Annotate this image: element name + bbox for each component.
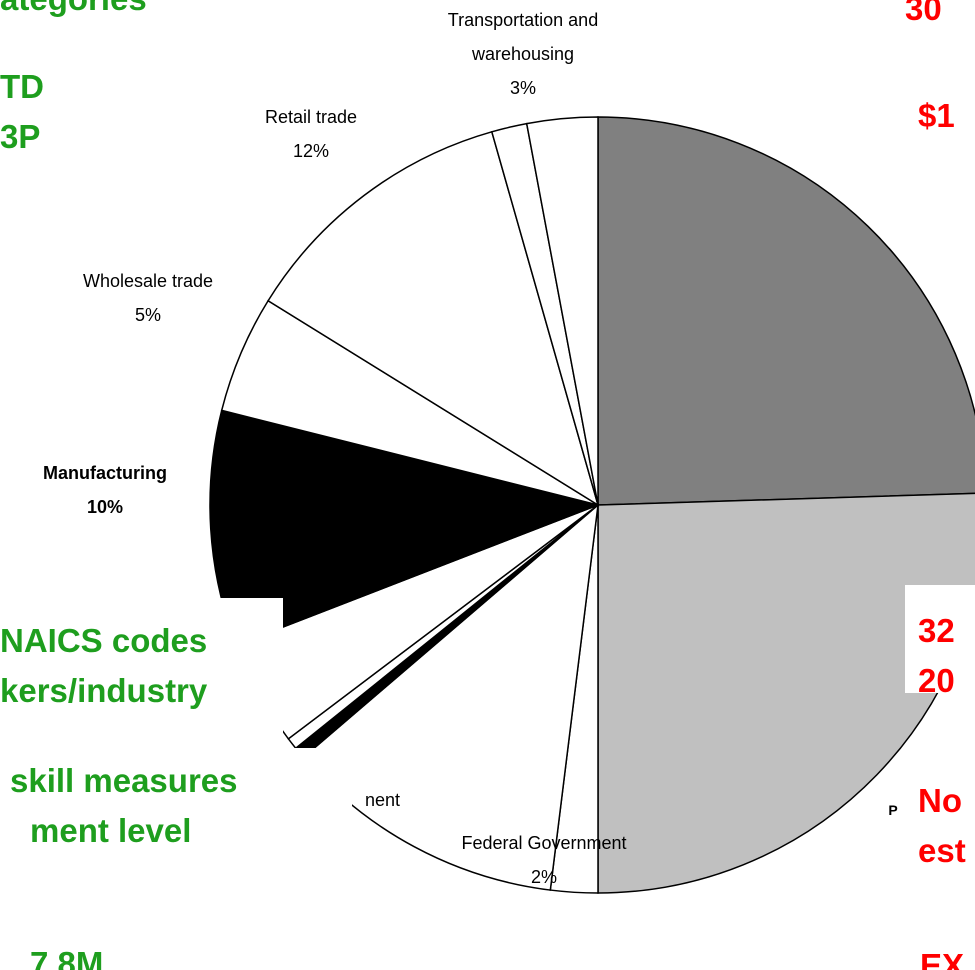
value-label: 12% xyxy=(292,141,330,161)
pie xyxy=(209,116,975,894)
pie-label: Wholesale trade 5% xyxy=(48,264,248,332)
pie-slice xyxy=(525,116,599,506)
annotation: 3P xyxy=(0,118,40,155)
annotation: est xyxy=(918,832,966,869)
pie-labels: P Federal Government 2% nent 12% Manufacturin… xyxy=(5,3,908,894)
pie-label-text: Transportation and warehousing 3% xyxy=(408,3,638,105)
annotation: kers/industry xyxy=(0,672,208,709)
pie-label: P xyxy=(878,793,908,827)
category-label: Retail trade xyxy=(264,107,358,127)
annotation: 30 xyxy=(905,0,942,27)
text-box xyxy=(905,748,975,970)
annotation: $1 xyxy=(918,97,955,134)
pie-slice xyxy=(267,130,600,507)
pie-label: Manufacturing 10% xyxy=(5,456,205,524)
pie-slice xyxy=(597,492,975,894)
value-label: 10% xyxy=(86,497,124,517)
text-box xyxy=(905,585,975,693)
annotation: skill measures xyxy=(10,762,238,799)
text-box xyxy=(0,598,283,750)
category-label: Transportation and warehousing xyxy=(447,10,599,64)
category-label: Federal Government xyxy=(461,833,627,853)
category-label: nent xyxy=(364,790,400,810)
pie-label-text: Manufacturing 10% xyxy=(5,456,205,524)
category-label: P xyxy=(888,802,898,818)
pie-slice xyxy=(597,116,975,506)
value-label: 2% xyxy=(530,867,557,887)
annotation: No xyxy=(918,782,962,819)
pie-label-text: Federal Government 2% xyxy=(414,826,674,894)
value-label: 3% xyxy=(509,78,536,98)
annotation: ategories xyxy=(0,0,147,17)
pie-label: Federal Government 2% xyxy=(414,826,674,894)
annotation: NAICS codes xyxy=(0,622,207,659)
annotation: EX xyxy=(920,947,964,970)
annotation: ment level xyxy=(30,812,191,849)
pie-label-text: Retail trade 12% xyxy=(211,100,411,168)
value-label: 5% xyxy=(134,305,161,325)
annotation: 7.8M xyxy=(30,945,103,970)
text-boxes xyxy=(0,585,975,970)
pie-label: Retail trade 12% xyxy=(211,100,411,168)
pie-label-text: Wholesale trade 5% xyxy=(48,264,248,332)
pie-label: Transportation and warehousing 3% xyxy=(408,3,638,105)
annotation: 20 xyxy=(918,662,955,699)
category-label: Wholesale trade xyxy=(82,271,214,291)
annotation: TD xyxy=(0,68,44,105)
category-label: Manufacturing xyxy=(43,463,167,483)
text-box xyxy=(0,748,352,970)
pie-label-text: P xyxy=(878,793,908,827)
annotation: 32 xyxy=(918,612,955,649)
